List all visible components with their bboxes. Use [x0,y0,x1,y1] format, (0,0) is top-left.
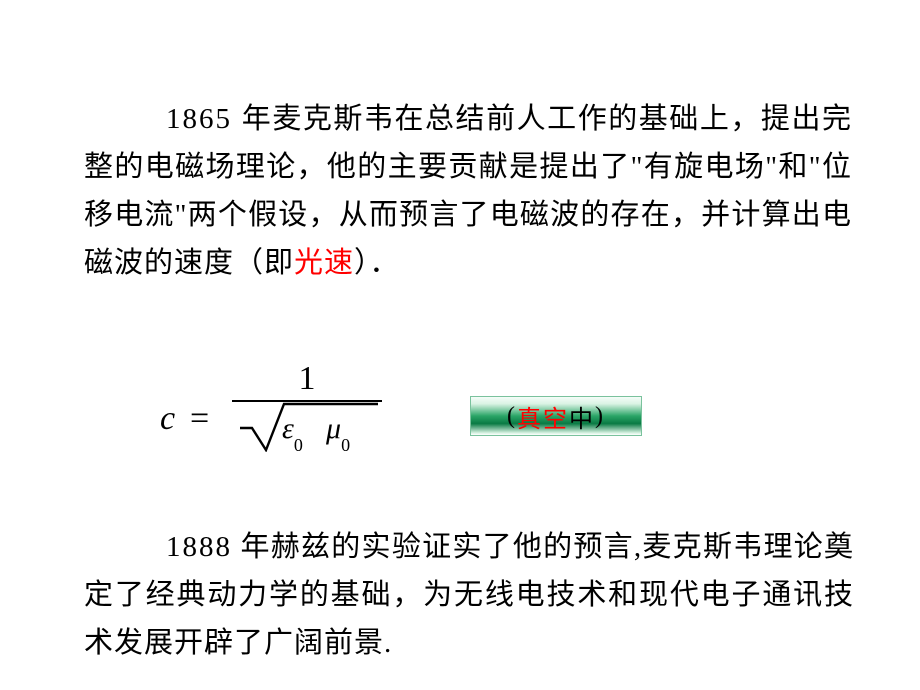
formula-epsilon: ε0 [282,412,303,450]
formula-fraction: 1 ε0 μ0 [232,362,382,458]
mu-sub: 0 [341,435,350,455]
formula-numerator: 1 [232,362,382,400]
badge-mid-text: 中 [569,399,595,434]
formula-lhs: c [160,400,175,438]
epsilon-sym: ε [282,412,294,445]
formula-speed-of-light: c = 1 ε0 μ0 [160,362,400,482]
paragraph-2: 1888 年赫兹的实验证实了他的预言,麦克斯韦理论奠定了经典动力学的基础，为无线… [84,524,854,668]
sqrt-icon [238,402,378,452]
slide-page: 1865 年麦克斯韦在总结前人工作的基础上，提出完整的电磁场理论，他的主要贡献是… [0,0,920,690]
mu-sym: μ [326,412,341,445]
badge-close-paren: ) [595,403,605,430]
p2-year: 1888 [166,531,232,563]
p1-body-b: ）． [354,247,400,279]
badge-vacuum: ( 真空 中 ) [470,396,642,436]
formula-equals: = [190,400,209,438]
badge-red-text: 真空 [517,399,569,434]
p1-highlight-lightspeed: 光速 [294,247,354,279]
badge-open-paren: ( [507,403,517,430]
p1-year: 1865 [166,103,242,135]
formula-denominator: ε0 μ0 [232,402,382,458]
epsilon-sub: 0 [294,435,303,455]
paragraph-1: 1865 年麦克斯韦在总结前人工作的基础上，提出完整的电磁场理论，他的主要贡献是… [84,96,852,287]
formula-mu: μ0 [326,412,350,450]
